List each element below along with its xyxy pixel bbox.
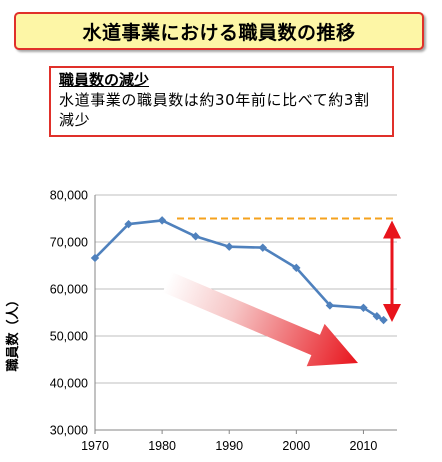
double-arrow-head-up [383, 220, 401, 239]
data-point-marker [325, 301, 335, 310]
annotations-front [177, 217, 401, 323]
data-point-marker [191, 232, 200, 241]
data-point-marker [379, 315, 388, 325]
data-point-marker [359, 303, 368, 312]
y-tick-label: 50,000 [50, 330, 88, 344]
data-point-marker [157, 216, 167, 225]
page-title-text: 水道事業における職員数の推移 [82, 21, 356, 44]
y-axis-title: 職員数（人） [5, 293, 21, 371]
trend-arrow [162, 271, 358, 367]
x-tick-label: 2000 [282, 439, 310, 453]
y-tick-label: 60,000 [50, 283, 88, 297]
data-point-marker [372, 312, 382, 321]
y-tick-label: 40,000 [50, 377, 88, 391]
data-point-marker [124, 219, 133, 229]
grid-lines [95, 194, 397, 384]
y-tick-label: 80,000 [50, 189, 88, 203]
note-body: 水道事業の職員数は約30年前に比べて約3割減少 [59, 91, 370, 129]
note-box: 職員数の減少 水道事業の職員数は約30年前に比べて約3割減少 [49, 66, 394, 137]
data-point-marker [225, 242, 234, 251]
data-point-marker [292, 263, 301, 273]
y-tick-label: 70,000 [50, 236, 88, 250]
note-heading: 職員数の減少 [59, 71, 150, 89]
data-point-marker [258, 243, 267, 252]
annotations-back [162, 271, 358, 367]
axes: 30,000 40,000 50,000 60,000 70,000 80,000 1970… [50, 189, 397, 453]
series-line [90, 216, 388, 325]
double-arrow-head-down [383, 304, 401, 323]
x-tick-label: 1990 [215, 439, 243, 453]
trend-arrow-shape [162, 271, 358, 367]
x-tick-label: 1980 [148, 439, 176, 453]
y-tick-label: 30,000 [50, 424, 88, 438]
x-tick-label: 1970 [81, 439, 109, 453]
x-tick-label: 2010 [350, 439, 378, 453]
data-point-marker [90, 253, 100, 263]
page-title: 水道事業における職員数の推移 [14, 12, 424, 50]
